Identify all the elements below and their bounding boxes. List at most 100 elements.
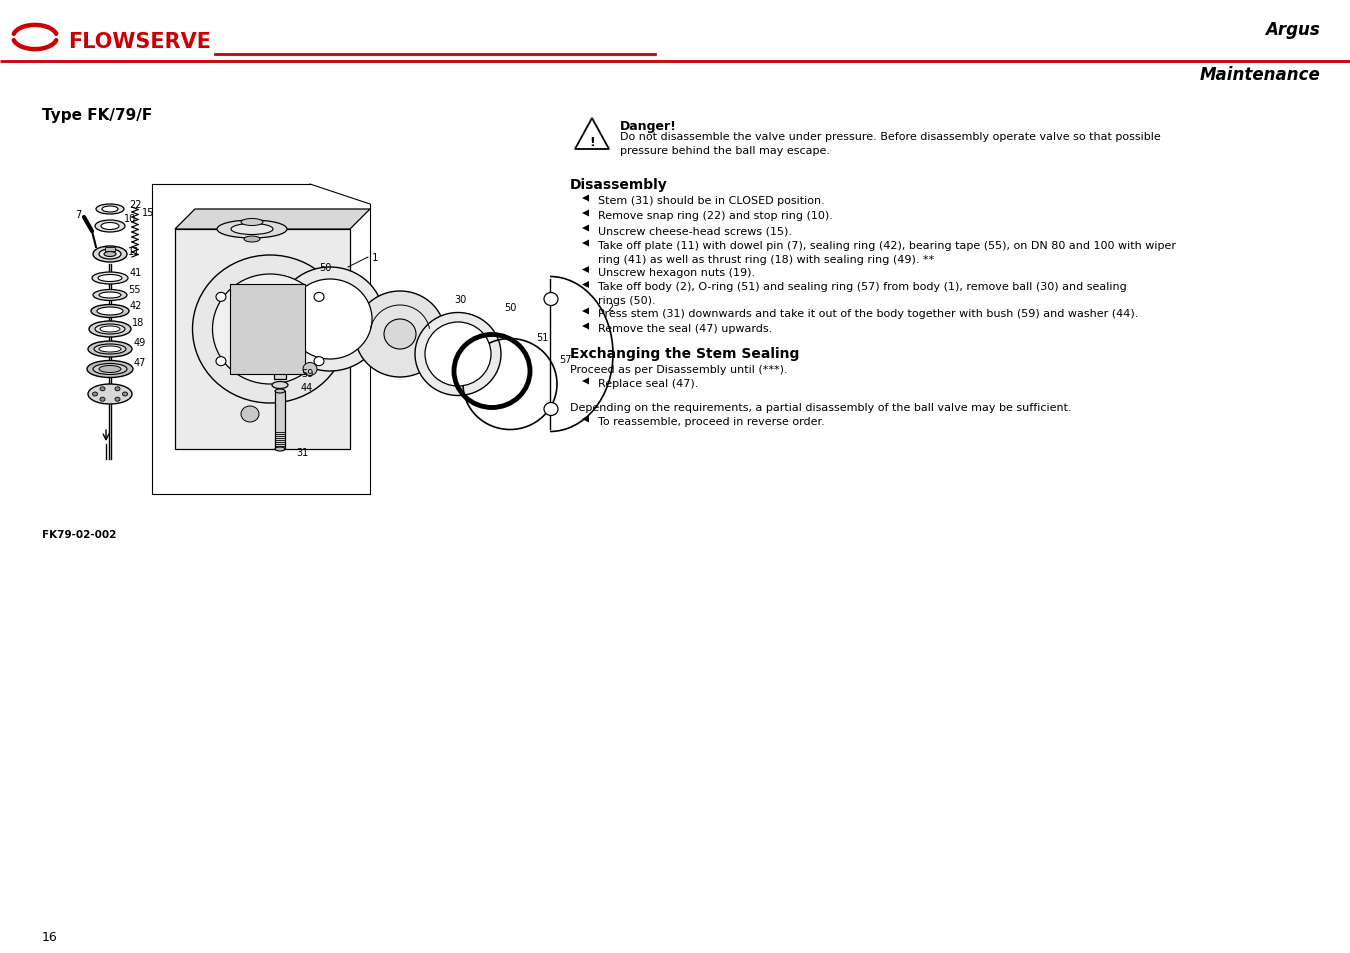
- Ellipse shape: [96, 205, 124, 214]
- Ellipse shape: [244, 236, 261, 243]
- Polygon shape: [582, 308, 589, 315]
- Ellipse shape: [100, 327, 120, 333]
- Text: 49: 49: [134, 337, 146, 348]
- Ellipse shape: [216, 357, 225, 366]
- Ellipse shape: [101, 223, 119, 231]
- Text: Disassembly: Disassembly: [570, 178, 668, 192]
- Polygon shape: [176, 210, 370, 230]
- Text: FLOWSERVE: FLOWSERVE: [68, 32, 211, 52]
- Ellipse shape: [414, 314, 501, 396]
- Ellipse shape: [99, 366, 122, 374]
- Bar: [275, 392, 285, 450]
- Text: 42: 42: [130, 301, 142, 311]
- Ellipse shape: [99, 347, 122, 353]
- Ellipse shape: [383, 319, 416, 350]
- Bar: [274, 368, 286, 379]
- Ellipse shape: [242, 407, 259, 422]
- Text: 50: 50: [319, 263, 331, 273]
- Ellipse shape: [425, 323, 491, 387]
- Text: 31: 31: [296, 448, 308, 457]
- Ellipse shape: [544, 294, 558, 306]
- Text: Remove the seal (47) upwards.: Remove the seal (47) upwards.: [598, 324, 772, 334]
- Text: Danger!: Danger!: [620, 120, 676, 132]
- Text: 41: 41: [130, 268, 142, 277]
- Polygon shape: [582, 211, 589, 217]
- Polygon shape: [582, 282, 589, 289]
- Ellipse shape: [88, 385, 132, 405]
- Bar: [105, 248, 115, 252]
- Text: Do not disassemble the valve under pressure. Before disassembly operate valve so: Do not disassemble the valve under press…: [620, 132, 1161, 156]
- Polygon shape: [582, 416, 589, 423]
- Ellipse shape: [95, 221, 126, 233]
- Text: 51: 51: [536, 333, 548, 343]
- Ellipse shape: [271, 382, 288, 389]
- Text: 50: 50: [504, 303, 516, 313]
- Text: Exchanging the Stem Sealing: Exchanging the Stem Sealing: [570, 347, 799, 360]
- Ellipse shape: [93, 247, 127, 263]
- Text: 10: 10: [124, 213, 136, 224]
- Ellipse shape: [86, 361, 134, 378]
- Ellipse shape: [315, 294, 324, 302]
- Ellipse shape: [99, 250, 122, 260]
- Ellipse shape: [544, 403, 558, 416]
- Text: 44: 44: [301, 382, 313, 393]
- Ellipse shape: [315, 357, 324, 366]
- Ellipse shape: [242, 219, 263, 226]
- Ellipse shape: [92, 273, 128, 285]
- Ellipse shape: [271, 364, 288, 371]
- Text: 59: 59: [301, 369, 313, 378]
- Text: Stem (31) should be in CLOSED position.: Stem (31) should be in CLOSED position.: [598, 195, 825, 206]
- Ellipse shape: [302, 363, 317, 376]
- Text: Unscrew cheese-head screws (15).: Unscrew cheese-head screws (15).: [598, 226, 792, 235]
- Text: 11: 11: [128, 247, 140, 256]
- Text: Take off plate (11) with dowel pin (7), sealing ring (42), bearing tape (55), on: Take off plate (11) with dowel pin (7), …: [598, 241, 1176, 264]
- Text: 16: 16: [42, 930, 58, 943]
- Text: Remove snap ring (22) and stop ring (10).: Remove snap ring (22) and stop ring (10)…: [598, 211, 833, 221]
- Polygon shape: [582, 195, 589, 202]
- Ellipse shape: [275, 268, 383, 372]
- Polygon shape: [582, 323, 589, 330]
- Ellipse shape: [99, 293, 122, 298]
- Text: 18: 18: [132, 317, 144, 328]
- Polygon shape: [582, 378, 589, 385]
- Ellipse shape: [88, 341, 132, 357]
- Text: Depending on the requirements, a partial disassembly of the ball valve may be su: Depending on the requirements, a partial…: [570, 402, 1072, 413]
- Text: Replace seal (47).: Replace seal (47).: [598, 378, 698, 389]
- Text: Unscrew hexagon nuts (19).: Unscrew hexagon nuts (19).: [598, 267, 755, 277]
- Polygon shape: [582, 225, 589, 233]
- Ellipse shape: [288, 280, 373, 359]
- Text: 22: 22: [128, 200, 142, 210]
- Text: Take off body (2), O-ring (51) and sealing ring (57) from body (1), remove ball : Take off body (2), O-ring (51) and seali…: [598, 282, 1127, 306]
- Ellipse shape: [93, 291, 127, 301]
- Bar: [230, 285, 305, 375]
- Text: Proceed as per Disassembly until (***).: Proceed as per Disassembly until (***).: [570, 365, 787, 375]
- Text: 7: 7: [74, 210, 81, 220]
- Text: 1: 1: [371, 253, 378, 263]
- Polygon shape: [582, 240, 589, 247]
- Text: Type FK/79/F: Type FK/79/F: [42, 108, 153, 123]
- Ellipse shape: [93, 364, 127, 375]
- Ellipse shape: [275, 448, 285, 452]
- Ellipse shape: [275, 390, 285, 394]
- Polygon shape: [582, 267, 589, 274]
- Text: !: !: [589, 135, 595, 149]
- Ellipse shape: [115, 397, 120, 402]
- Ellipse shape: [115, 388, 120, 392]
- Ellipse shape: [100, 388, 105, 392]
- Text: 55: 55: [128, 285, 140, 294]
- Ellipse shape: [89, 322, 131, 337]
- Text: 47: 47: [134, 357, 146, 368]
- Ellipse shape: [212, 274, 328, 385]
- Ellipse shape: [104, 253, 116, 257]
- Text: FK79-02-002: FK79-02-002: [42, 530, 116, 539]
- Ellipse shape: [123, 393, 127, 396]
- Ellipse shape: [99, 275, 122, 282]
- Ellipse shape: [231, 224, 273, 235]
- Text: Press stem (31) downwards and take it out of the body together with bush (59) an: Press stem (31) downwards and take it ou…: [598, 309, 1138, 318]
- Ellipse shape: [95, 345, 126, 355]
- Text: 15: 15: [142, 208, 154, 218]
- Text: 2: 2: [608, 303, 613, 313]
- Ellipse shape: [97, 308, 123, 315]
- Bar: [176, 230, 350, 450]
- Ellipse shape: [355, 292, 446, 377]
